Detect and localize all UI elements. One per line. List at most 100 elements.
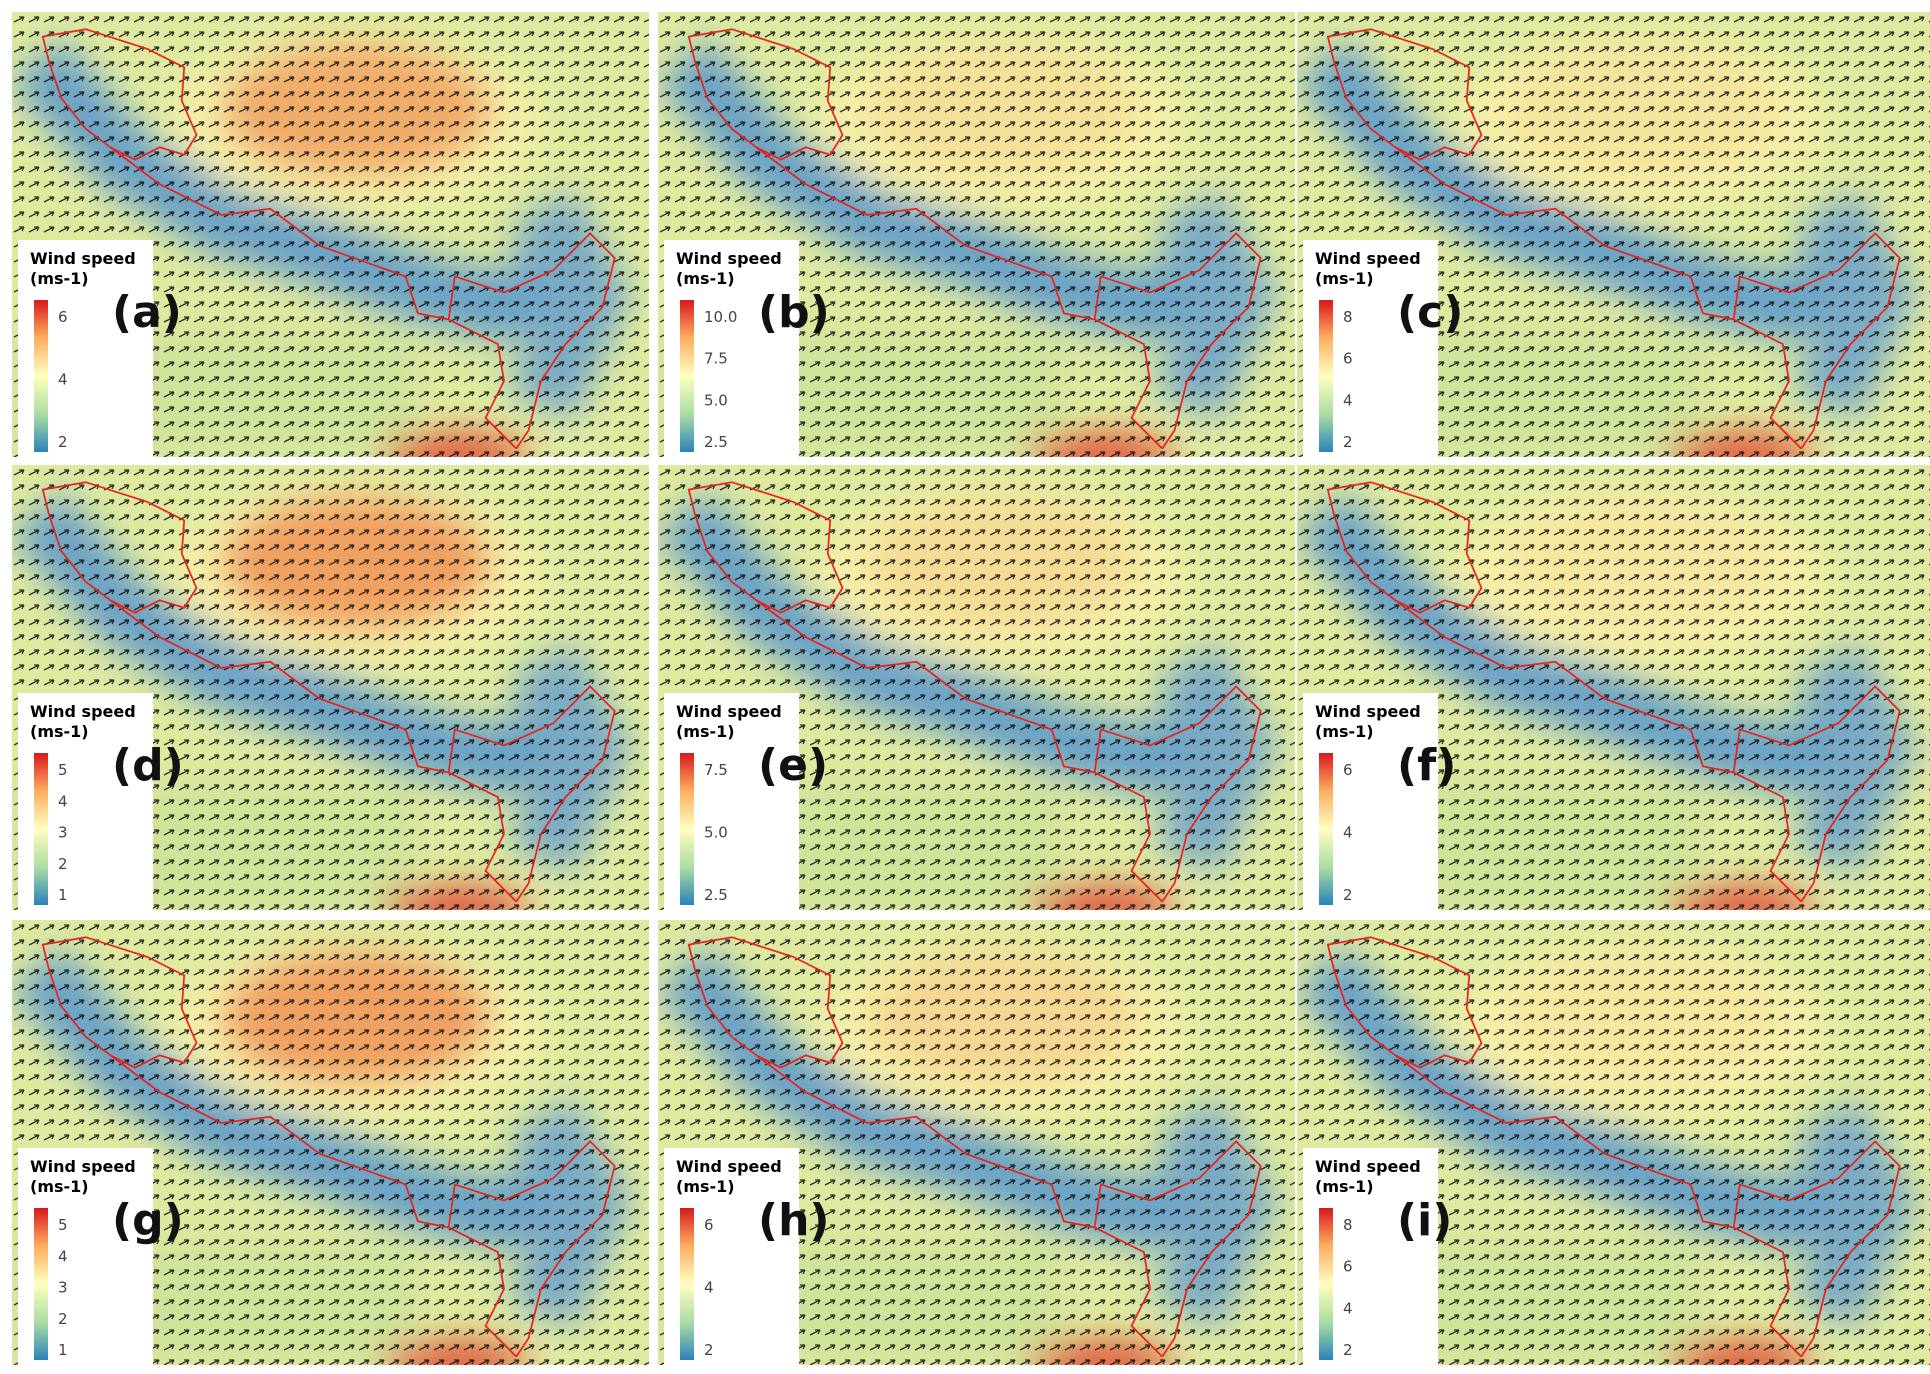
borders xyxy=(687,936,1262,1358)
borders xyxy=(687,481,1262,903)
legend-unit: (ms-1) xyxy=(1315,269,1374,288)
panel-label: (b) xyxy=(758,287,830,338)
border-north xyxy=(1326,28,1483,161)
map-panel: Wind speed(ms-1) 6 4 2 (f) xyxy=(1297,465,1930,910)
legend-title: Wind speed xyxy=(30,702,136,721)
border-main xyxy=(755,599,1163,903)
colorbar xyxy=(34,300,48,452)
map-panel: Wind speed(ms-1) 6 4 2 (h) xyxy=(658,920,1295,1365)
colorbar-tick-label: 10.0 xyxy=(704,308,737,326)
legend-unit: (ms-1) xyxy=(1315,1177,1374,1196)
colorbar-tick-label: 2 xyxy=(704,1341,714,1359)
border-main xyxy=(109,146,517,450)
border-east xyxy=(447,1140,616,1358)
legend-title: Wind speed xyxy=(676,702,782,721)
panel-label: (g) xyxy=(112,1195,184,1246)
colorbar-tick-label: 6 xyxy=(704,1216,714,1234)
borders xyxy=(1326,481,1901,903)
colorbar-tick-label: 2 xyxy=(58,433,68,451)
panel-label: (i) xyxy=(1397,1195,1452,1246)
colorbar xyxy=(680,1208,694,1360)
map-panel: Wind speed(ms-1) 8 6 4 2 (c) xyxy=(1297,12,1930,457)
colorbar-tick-label: 4 xyxy=(58,792,68,810)
map-panel: Wind speed(ms-1) 10.0 7.5 5.0 2.5 (b) xyxy=(658,12,1295,457)
colorbar-tick-label: 6 xyxy=(1343,761,1353,779)
colorbar-tick-label: 2 xyxy=(1343,433,1353,451)
legend-title: Wind speed xyxy=(30,249,136,268)
border-east xyxy=(1732,685,1901,903)
colorbar xyxy=(34,1208,48,1360)
panel-label: (c) xyxy=(1397,287,1463,338)
border-east xyxy=(447,232,616,450)
border-main xyxy=(1394,146,1802,450)
border-north xyxy=(41,28,198,161)
border-north xyxy=(41,481,198,614)
colorbar-tick-label: 2 xyxy=(58,1310,68,1328)
colorbar-tick-label: 2 xyxy=(58,855,68,873)
colorbar-tick-label: 2 xyxy=(1343,1341,1353,1359)
colorbar-tick-label: 4 xyxy=(58,371,68,389)
colorbar xyxy=(680,300,694,452)
border-east xyxy=(1093,685,1262,903)
border-east xyxy=(1093,232,1262,450)
panel-label: (d) xyxy=(112,740,184,791)
border-main xyxy=(1394,599,1802,903)
panel-label: (h) xyxy=(758,1195,830,1246)
legend-title: Wind speed xyxy=(30,1157,136,1176)
colorbar-tick-label: 1 xyxy=(58,1341,68,1359)
borders xyxy=(1326,28,1901,450)
borders xyxy=(41,28,616,450)
colorbar-tick-label: 5.0 xyxy=(704,824,728,842)
border-north xyxy=(687,481,844,614)
colorbar-tick-label: 8 xyxy=(1343,308,1353,326)
legend-unit: (ms-1) xyxy=(1315,722,1374,741)
colorbar-tick-label: 4 xyxy=(704,1279,714,1297)
legend-title: Wind speed xyxy=(1315,249,1421,268)
colorbar-tick-label: 2.5 xyxy=(704,433,728,451)
map-panel: Wind speed(ms-1) 7.5 5.0 2.5 (e) xyxy=(658,465,1295,910)
border-north xyxy=(687,28,844,161)
colorbar-tick-label: 7.5 xyxy=(704,350,728,368)
border-main xyxy=(755,1054,1163,1358)
legend-unit: (ms-1) xyxy=(676,722,735,741)
colorbar-tick-label: 1 xyxy=(58,886,68,904)
colorbar-tick-label: 2 xyxy=(1343,886,1353,904)
colorbar-tick-label: 5.0 xyxy=(704,391,728,409)
colorbar-tick-label: 3 xyxy=(58,824,68,842)
border-main xyxy=(109,1054,517,1358)
colorbar-tick-label: 4 xyxy=(58,1247,68,1265)
border-north xyxy=(1326,936,1483,1069)
border-north xyxy=(41,936,198,1069)
border-east xyxy=(1732,232,1901,450)
legend-unit: (ms-1) xyxy=(30,269,89,288)
colorbar-tick-label: 2.5 xyxy=(704,886,728,904)
colorbar-tick-label: 8 xyxy=(1343,1216,1353,1234)
border-north xyxy=(1326,481,1483,614)
map-panel: Wind speed(ms-1) 8 6 4 2 (i) xyxy=(1297,920,1930,1365)
border-east xyxy=(1732,1140,1901,1358)
colorbar-tick-label: 6 xyxy=(1343,350,1353,368)
map-panel: Wind speed(ms-1) 6 4 2 (a) xyxy=(12,12,649,457)
legend-title: Wind speed xyxy=(676,1157,782,1176)
border-east xyxy=(1093,1140,1262,1358)
map-panel: Wind speed(ms-1) 5 4 3 2 1 (g) xyxy=(12,920,649,1365)
colorbar-tick-label: 6 xyxy=(1343,1258,1353,1276)
borders xyxy=(41,936,616,1358)
colorbar-tick-label: 5 xyxy=(58,1216,68,1234)
colorbar-tick-label: 4 xyxy=(1343,391,1353,409)
colorbar-tick-label: 7.5 xyxy=(704,761,728,779)
legend-unit: (ms-1) xyxy=(676,269,735,288)
border-main xyxy=(1394,1054,1802,1358)
colorbar xyxy=(680,753,694,905)
colorbar xyxy=(34,753,48,905)
borders xyxy=(687,28,1262,450)
legend-unit: (ms-1) xyxy=(676,1177,735,1196)
border-east xyxy=(447,685,616,903)
colorbar xyxy=(1319,1208,1333,1360)
borders xyxy=(41,481,616,903)
legend-title: Wind speed xyxy=(1315,1157,1421,1176)
border-north xyxy=(687,936,844,1069)
legend-title: Wind speed xyxy=(676,249,782,268)
colorbar xyxy=(1319,300,1333,452)
